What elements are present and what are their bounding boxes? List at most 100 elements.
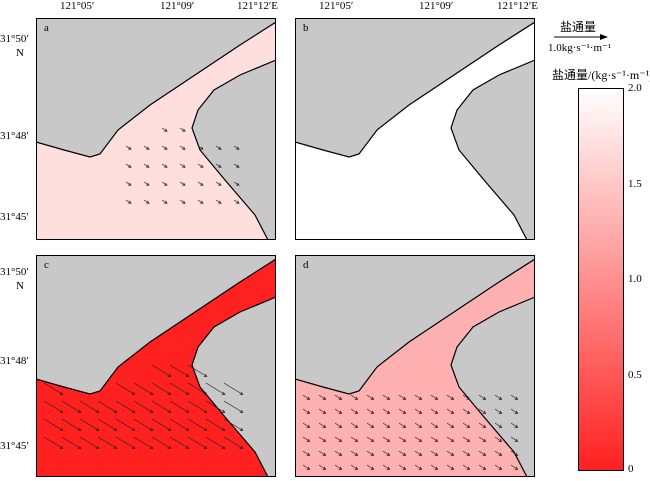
flux-vector-head: [203, 427, 208, 431]
flux-vector: [478, 408, 486, 414]
flux-vector: [179, 199, 186, 204]
flux-vector: [366, 408, 374, 414]
flux-vector-head: [181, 164, 186, 168]
flux-vector-head: [217, 164, 222, 168]
flux-vector: [151, 418, 171, 431]
flux-vector: [398, 436, 406, 442]
flux-vector: [79, 400, 99, 413]
flux-vector-head: [217, 146, 222, 150]
flux-vector: [446, 450, 454, 456]
flux-vector: [133, 400, 153, 413]
x-tick: 121°12′E: [497, 0, 539, 12]
flux-vector: [366, 436, 374, 442]
flux-vector-head: [482, 466, 487, 470]
flux-vector-head: [370, 438, 375, 442]
flux-vector-head: [354, 466, 359, 470]
flux-vector: [302, 422, 310, 428]
flux-vector-head: [338, 466, 343, 470]
flux-vector: [510, 464, 518, 470]
flux-vector: [169, 400, 189, 413]
flux-vector: [233, 163, 240, 168]
flux-vector: [478, 450, 486, 456]
flux-vector-head: [450, 424, 455, 428]
flux-vector: [478, 464, 486, 470]
flux-vector-head: [322, 466, 327, 470]
flux-vector-head: [185, 445, 190, 449]
flux-vector: [510, 422, 518, 428]
flux-vector-head: [59, 445, 64, 449]
flux-vector: [223, 436, 243, 449]
flux-vector: [169, 418, 189, 431]
y-tick: 31°50′: [0, 266, 29, 278]
flux-vector-head: [514, 438, 519, 442]
panel-label: c: [44, 259, 49, 271]
panel-label: a: [44, 22, 49, 34]
flux-vector: [61, 418, 81, 431]
flux-vector-head: [386, 410, 391, 414]
water: [295, 21, 535, 240]
flux-vector-head: [77, 445, 82, 449]
frame: [36, 18, 276, 240]
flux-vector: [462, 408, 470, 414]
flux-vector: [61, 400, 81, 413]
flux-vector-head: [466, 410, 471, 414]
x-tick: 121°05′: [319, 0, 354, 12]
flux-vector: [494, 436, 502, 442]
flux-vector: [151, 400, 171, 413]
flux-vector-head: [235, 164, 240, 168]
flux-vector-head: [482, 452, 487, 456]
flux-vector: [169, 364, 189, 377]
flux-vector: [366, 464, 374, 470]
flux-vector-head: [131, 445, 136, 449]
flux-vector: [350, 436, 358, 442]
flux-vector-head: [466, 424, 471, 428]
colorbar: [578, 88, 624, 471]
flux-vector-head: [113, 427, 118, 431]
flux-vector: [233, 181, 240, 186]
flux-vector: [161, 199, 168, 204]
colorbar-tick: 1.5: [628, 178, 642, 190]
flux-vector-head: [450, 452, 455, 456]
flux-vector: [414, 436, 422, 442]
flux-vector: [179, 163, 186, 168]
flux-vector: [79, 418, 99, 431]
flux-vector: [97, 418, 117, 431]
flux-vector-head: [498, 424, 503, 428]
flux-vector: [205, 400, 225, 413]
y-tick: N: [16, 280, 24, 292]
flux-vector: [187, 436, 207, 449]
flux-vector: [179, 145, 186, 150]
flux-vector-head: [482, 438, 487, 442]
flux-vector: [334, 408, 342, 414]
flux-vector: [125, 181, 132, 186]
flux-vector-head: [418, 452, 423, 456]
flux-vector-head: [199, 182, 204, 186]
flux-vector: [510, 450, 518, 456]
flux-vector-head: [185, 373, 190, 377]
flux-vector: [318, 450, 326, 456]
flux-vector-head: [434, 438, 439, 442]
flux-vector-head: [239, 409, 244, 413]
flux-vector: [462, 436, 470, 442]
flux-vector: [382, 394, 390, 400]
flux-vector: [151, 382, 171, 395]
panel-b: b: [295, 18, 535, 240]
flux-vector-head: [306, 438, 311, 442]
flux-vector: [115, 418, 135, 431]
flux-vector-head: [338, 396, 343, 400]
flux-vector-head: [354, 452, 359, 456]
flux-vector-head: [370, 452, 375, 456]
flux-vector-head: [167, 391, 172, 395]
flux-vector: [318, 422, 326, 428]
flux-vector: [462, 450, 470, 456]
flux-vector: [97, 436, 117, 449]
flux-vector: [414, 464, 422, 470]
flux-vector: [125, 199, 132, 204]
frame: [295, 18, 535, 240]
flux-vector: [494, 464, 502, 470]
flux-vector-head: [167, 445, 172, 449]
flux-vector-head: [199, 200, 204, 204]
flux-vector-head: [306, 466, 311, 470]
flux-vector-head: [498, 396, 503, 400]
